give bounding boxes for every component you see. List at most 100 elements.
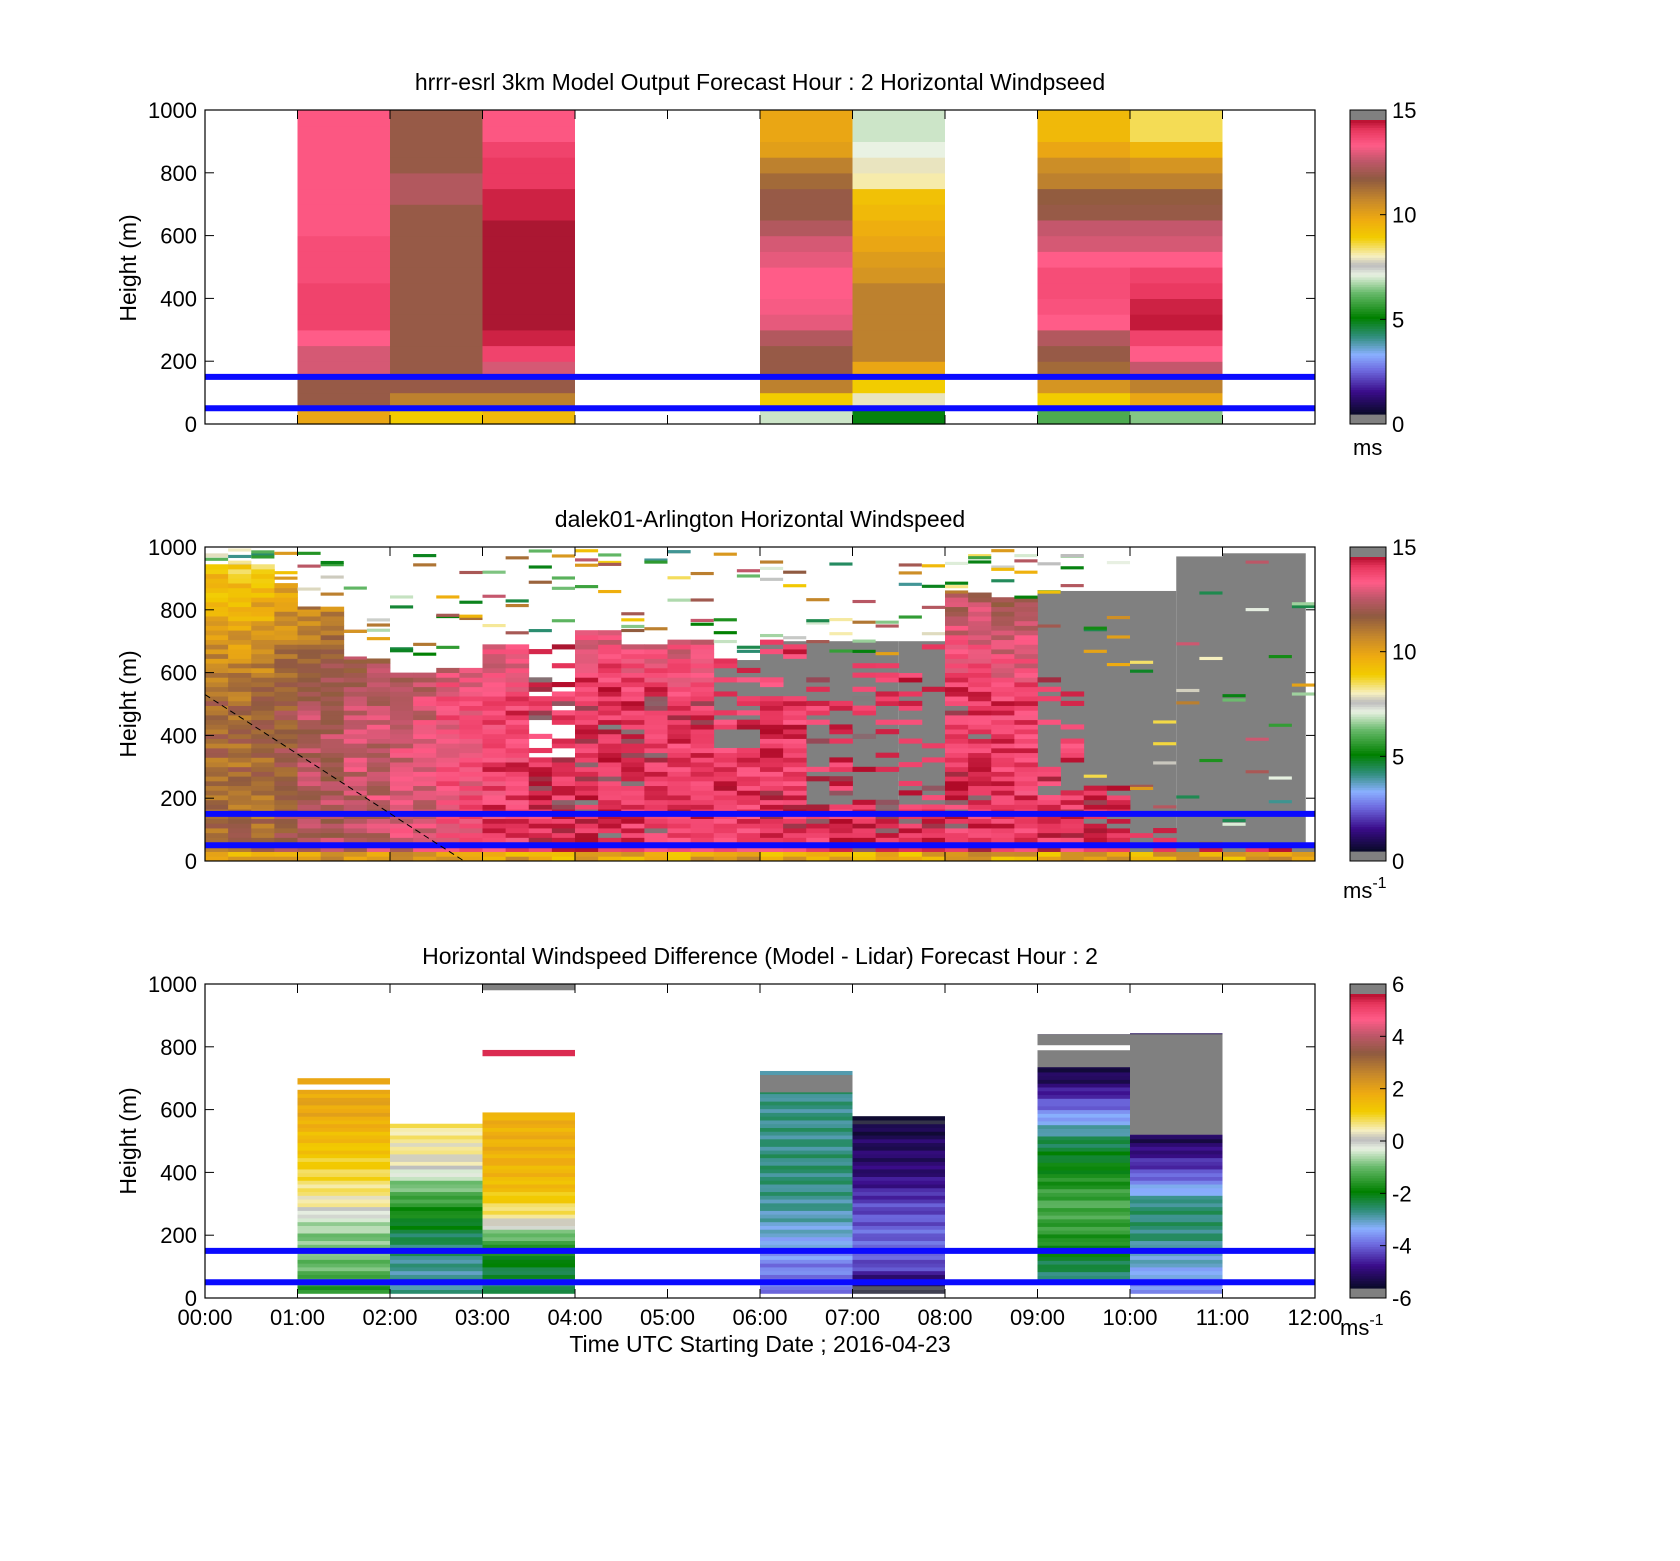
heat-cell (228, 620, 252, 626)
heat-cell (736, 574, 760, 578)
heat-cell (852, 1187, 945, 1193)
colorbar-tick-label: 2 (1392, 1077, 1404, 1102)
y-tick-label: 600 (160, 224, 197, 249)
colorbar-swatch (1350, 723, 1386, 727)
heat-cell (991, 549, 1015, 553)
colorbar-swatch (1350, 406, 1386, 410)
heat-cell (343, 724, 368, 730)
heat-cell (621, 696, 645, 702)
heat-cell (297, 282, 390, 299)
heat-cell (505, 762, 530, 768)
heat-cell (390, 141, 483, 158)
heat-cell (436, 672, 460, 678)
heat-cell (1291, 683, 1315, 687)
heat-cell (274, 625, 298, 631)
heat-cell (505, 818, 530, 824)
heat-cell (1014, 856, 1038, 862)
colorbar-swatch (1350, 1011, 1386, 1015)
heat-cell (1037, 1196, 1130, 1201)
heat-cell (968, 639, 992, 645)
heat-cell (1106, 790, 1131, 796)
heat-cell (297, 1259, 390, 1264)
heat-cell (1130, 1217, 1223, 1223)
heat-cell (852, 846, 877, 852)
colorbar-swatch (1350, 620, 1386, 624)
heat-cell (875, 620, 899, 624)
heat-cell (366, 705, 391, 711)
heat-cell (760, 1199, 853, 1204)
heat-cell (205, 634, 229, 641)
heat-cell (598, 804, 622, 810)
heat-cell (390, 1184, 483, 1189)
heat-cell (598, 705, 622, 711)
heat-cell (274, 700, 298, 706)
colorbar-swatch (1350, 391, 1386, 395)
colorbar-swatch (1350, 579, 1386, 583)
heat-cell (991, 677, 1015, 683)
colorbar-swatch (1350, 814, 1386, 818)
heat-cell (852, 1150, 945, 1155)
heat-cell (297, 747, 322, 754)
colorbar-swatch (1350, 195, 1386, 199)
heat-cell (1037, 329, 1130, 347)
colorbar-swatch (1350, 1013, 1386, 1017)
heat-cell (343, 691, 368, 697)
heat-cell (1083, 649, 1107, 653)
panel-title: Horizontal Windspeed Difference (Model -… (422, 943, 1098, 969)
heat-cell (644, 677, 668, 683)
colorbar-swatch (1350, 784, 1386, 788)
heat-cell (644, 832, 668, 838)
heat-cell (945, 691, 969, 697)
heat-cell (1037, 157, 1130, 174)
heat-cell (667, 785, 692, 791)
heat-cell (1083, 828, 1108, 834)
heat-cell (274, 663, 298, 669)
heat-cell (598, 639, 622, 645)
heat-cell (251, 691, 275, 697)
gray-region (1130, 1034, 1223, 1135)
heat-cell (945, 653, 969, 659)
colorbar-swatch (1350, 176, 1386, 180)
heat-cell (297, 700, 322, 706)
heat-cell (413, 818, 437, 824)
heat-cell (251, 667, 275, 673)
heat-cell (320, 851, 345, 857)
heat-cell (1130, 1221, 1223, 1226)
colorbar-swatch (1350, 1278, 1386, 1282)
colorbar-tick-label: 15 (1392, 98, 1416, 123)
heat-cell (505, 667, 530, 673)
heat-cell (482, 1168, 575, 1174)
heat-cell (991, 771, 1015, 777)
heat-cell (320, 714, 345, 721)
heat-cell (1130, 188, 1223, 205)
heat-cell (390, 766, 414, 772)
colorbar-swatch (1350, 745, 1386, 749)
heat-cell (228, 780, 252, 787)
colorbar-unit-base: ms (1343, 878, 1372, 903)
heat-cell (228, 743, 252, 749)
heat-cell (1014, 785, 1038, 791)
heat-cell (1037, 719, 1062, 725)
heat-cell (297, 766, 322, 772)
heat-cell (343, 752, 368, 758)
heat-cell (482, 1259, 575, 1264)
heat-cell (297, 762, 322, 768)
heat-cell (482, 1199, 575, 1204)
heat-cell (274, 601, 298, 608)
colorbar-swatch (1350, 227, 1386, 231)
heat-cell (320, 719, 345, 725)
heat-cell (390, 298, 483, 315)
heat-cell (459, 790, 483, 796)
colorbar-swatch (1350, 603, 1386, 607)
heat-cell (621, 628, 645, 633)
heat-cell (251, 601, 275, 608)
heat-cell (806, 832, 830, 838)
colorbar-swatch (1350, 308, 1386, 312)
heat-cell (390, 267, 483, 284)
heat-cell (852, 1176, 945, 1181)
heat-cell (1037, 1090, 1130, 1096)
heat-cell (551, 856, 576, 862)
heatmap-cells (297, 984, 1223, 1294)
colorbar-swatch (1350, 1109, 1386, 1113)
heat-cell (251, 757, 275, 763)
